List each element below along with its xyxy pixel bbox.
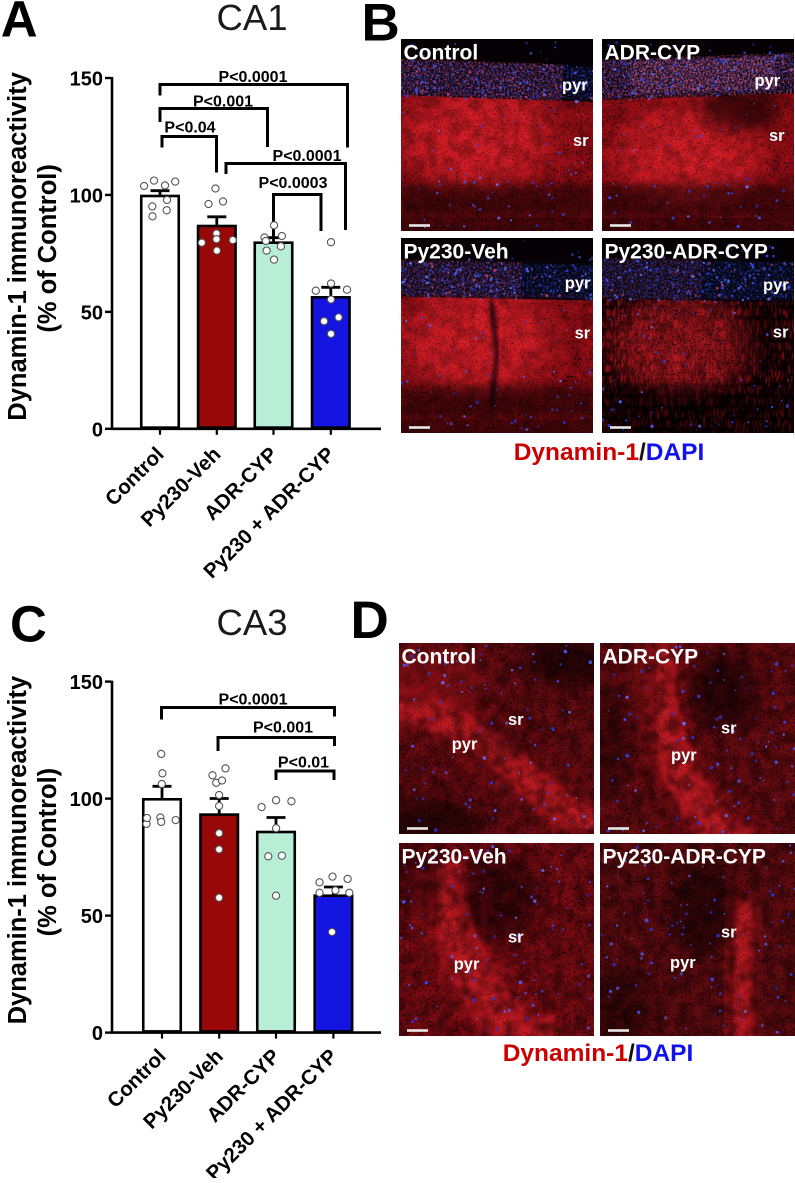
svg-text:150: 150 [70, 69, 103, 91]
svg-text:CA3: CA3 [216, 602, 287, 643]
svg-text:ADR-CYP: ADR-CYP [605, 42, 701, 65]
svg-text:P<0.0001: P<0.0001 [219, 69, 288, 86]
svg-text:pyr: pyr [452, 736, 478, 754]
svg-text:pyr: pyr [763, 277, 789, 295]
svg-text:sr: sr [573, 132, 589, 150]
svg-text:D: D [351, 591, 389, 650]
svg-text:50: 50 [81, 906, 103, 928]
svg-text:sr: sr [773, 323, 789, 341]
svg-text:P<0.0001: P<0.0001 [273, 148, 342, 165]
svg-text:0: 0 [92, 419, 103, 441]
svg-text:Dynamin-1/DAPI: Dynamin-1/DAPI [503, 1040, 694, 1067]
svg-text:Py230-Veh: Py230-Veh [404, 241, 509, 264]
svg-text:Py230-Veh: Py230-Veh [402, 846, 507, 869]
svg-text:150: 150 [70, 672, 103, 694]
svg-text:100: 100 [70, 789, 103, 811]
svg-text:Dynamin-1/DAPI: Dynamin-1/DAPI [514, 439, 705, 466]
svg-text:(% of Control): (% of Control) [34, 768, 62, 937]
svg-text:Py230-ADR-CYP: Py230-ADR-CYP [605, 241, 768, 264]
svg-text:P<0.0003: P<0.0003 [259, 175, 328, 192]
svg-text:P<0.001: P<0.001 [193, 94, 253, 111]
svg-text:P<0.01: P<0.01 [278, 755, 329, 772]
svg-text:sr: sr [508, 928, 524, 946]
svg-text:ADR-CYP: ADR-CYP [603, 646, 699, 669]
svg-text:pyr: pyr [670, 954, 696, 972]
svg-text:A: A [1, 0, 38, 48]
svg-text:100: 100 [70, 185, 103, 207]
svg-text:P<0.0001: P<0.0001 [219, 692, 288, 709]
svg-text:(% of Control): (% of Control) [34, 164, 62, 333]
svg-text:pyr: pyr [562, 77, 588, 95]
svg-text:Dynamin-1 immunoreactivity: Dynamin-1 immunoreactivity [4, 675, 32, 1024]
svg-text:sr: sr [769, 127, 785, 145]
svg-text:0: 0 [92, 1023, 103, 1045]
svg-text:50: 50 [81, 302, 103, 324]
svg-text:sr: sr [575, 325, 591, 343]
svg-text:P<0.04: P<0.04 [164, 120, 215, 137]
svg-text:pyr: pyr [671, 746, 697, 764]
svg-text:pyr: pyr [454, 955, 480, 973]
svg-text:sr: sr [508, 711, 524, 729]
svg-text:Control: Control [404, 42, 479, 65]
svg-text:sr: sr [721, 720, 737, 738]
svg-text:P<0.001: P<0.001 [253, 720, 313, 737]
svg-text:B: B [362, 0, 400, 53]
svg-text:CA1: CA1 [216, 0, 287, 38]
svg-text:pyr: pyr [755, 72, 781, 90]
svg-text:pyr: pyr [565, 274, 591, 292]
svg-text:sr: sr [721, 924, 737, 942]
svg-text:C: C [10, 596, 47, 653]
svg-text:Control: Control [402, 646, 477, 669]
svg-text:Py230-ADR-CYP: Py230-ADR-CYP [603, 846, 766, 869]
svg-text:Dynamin-1 immunoreactivity: Dynamin-1 immunoreactivity [4, 71, 32, 420]
